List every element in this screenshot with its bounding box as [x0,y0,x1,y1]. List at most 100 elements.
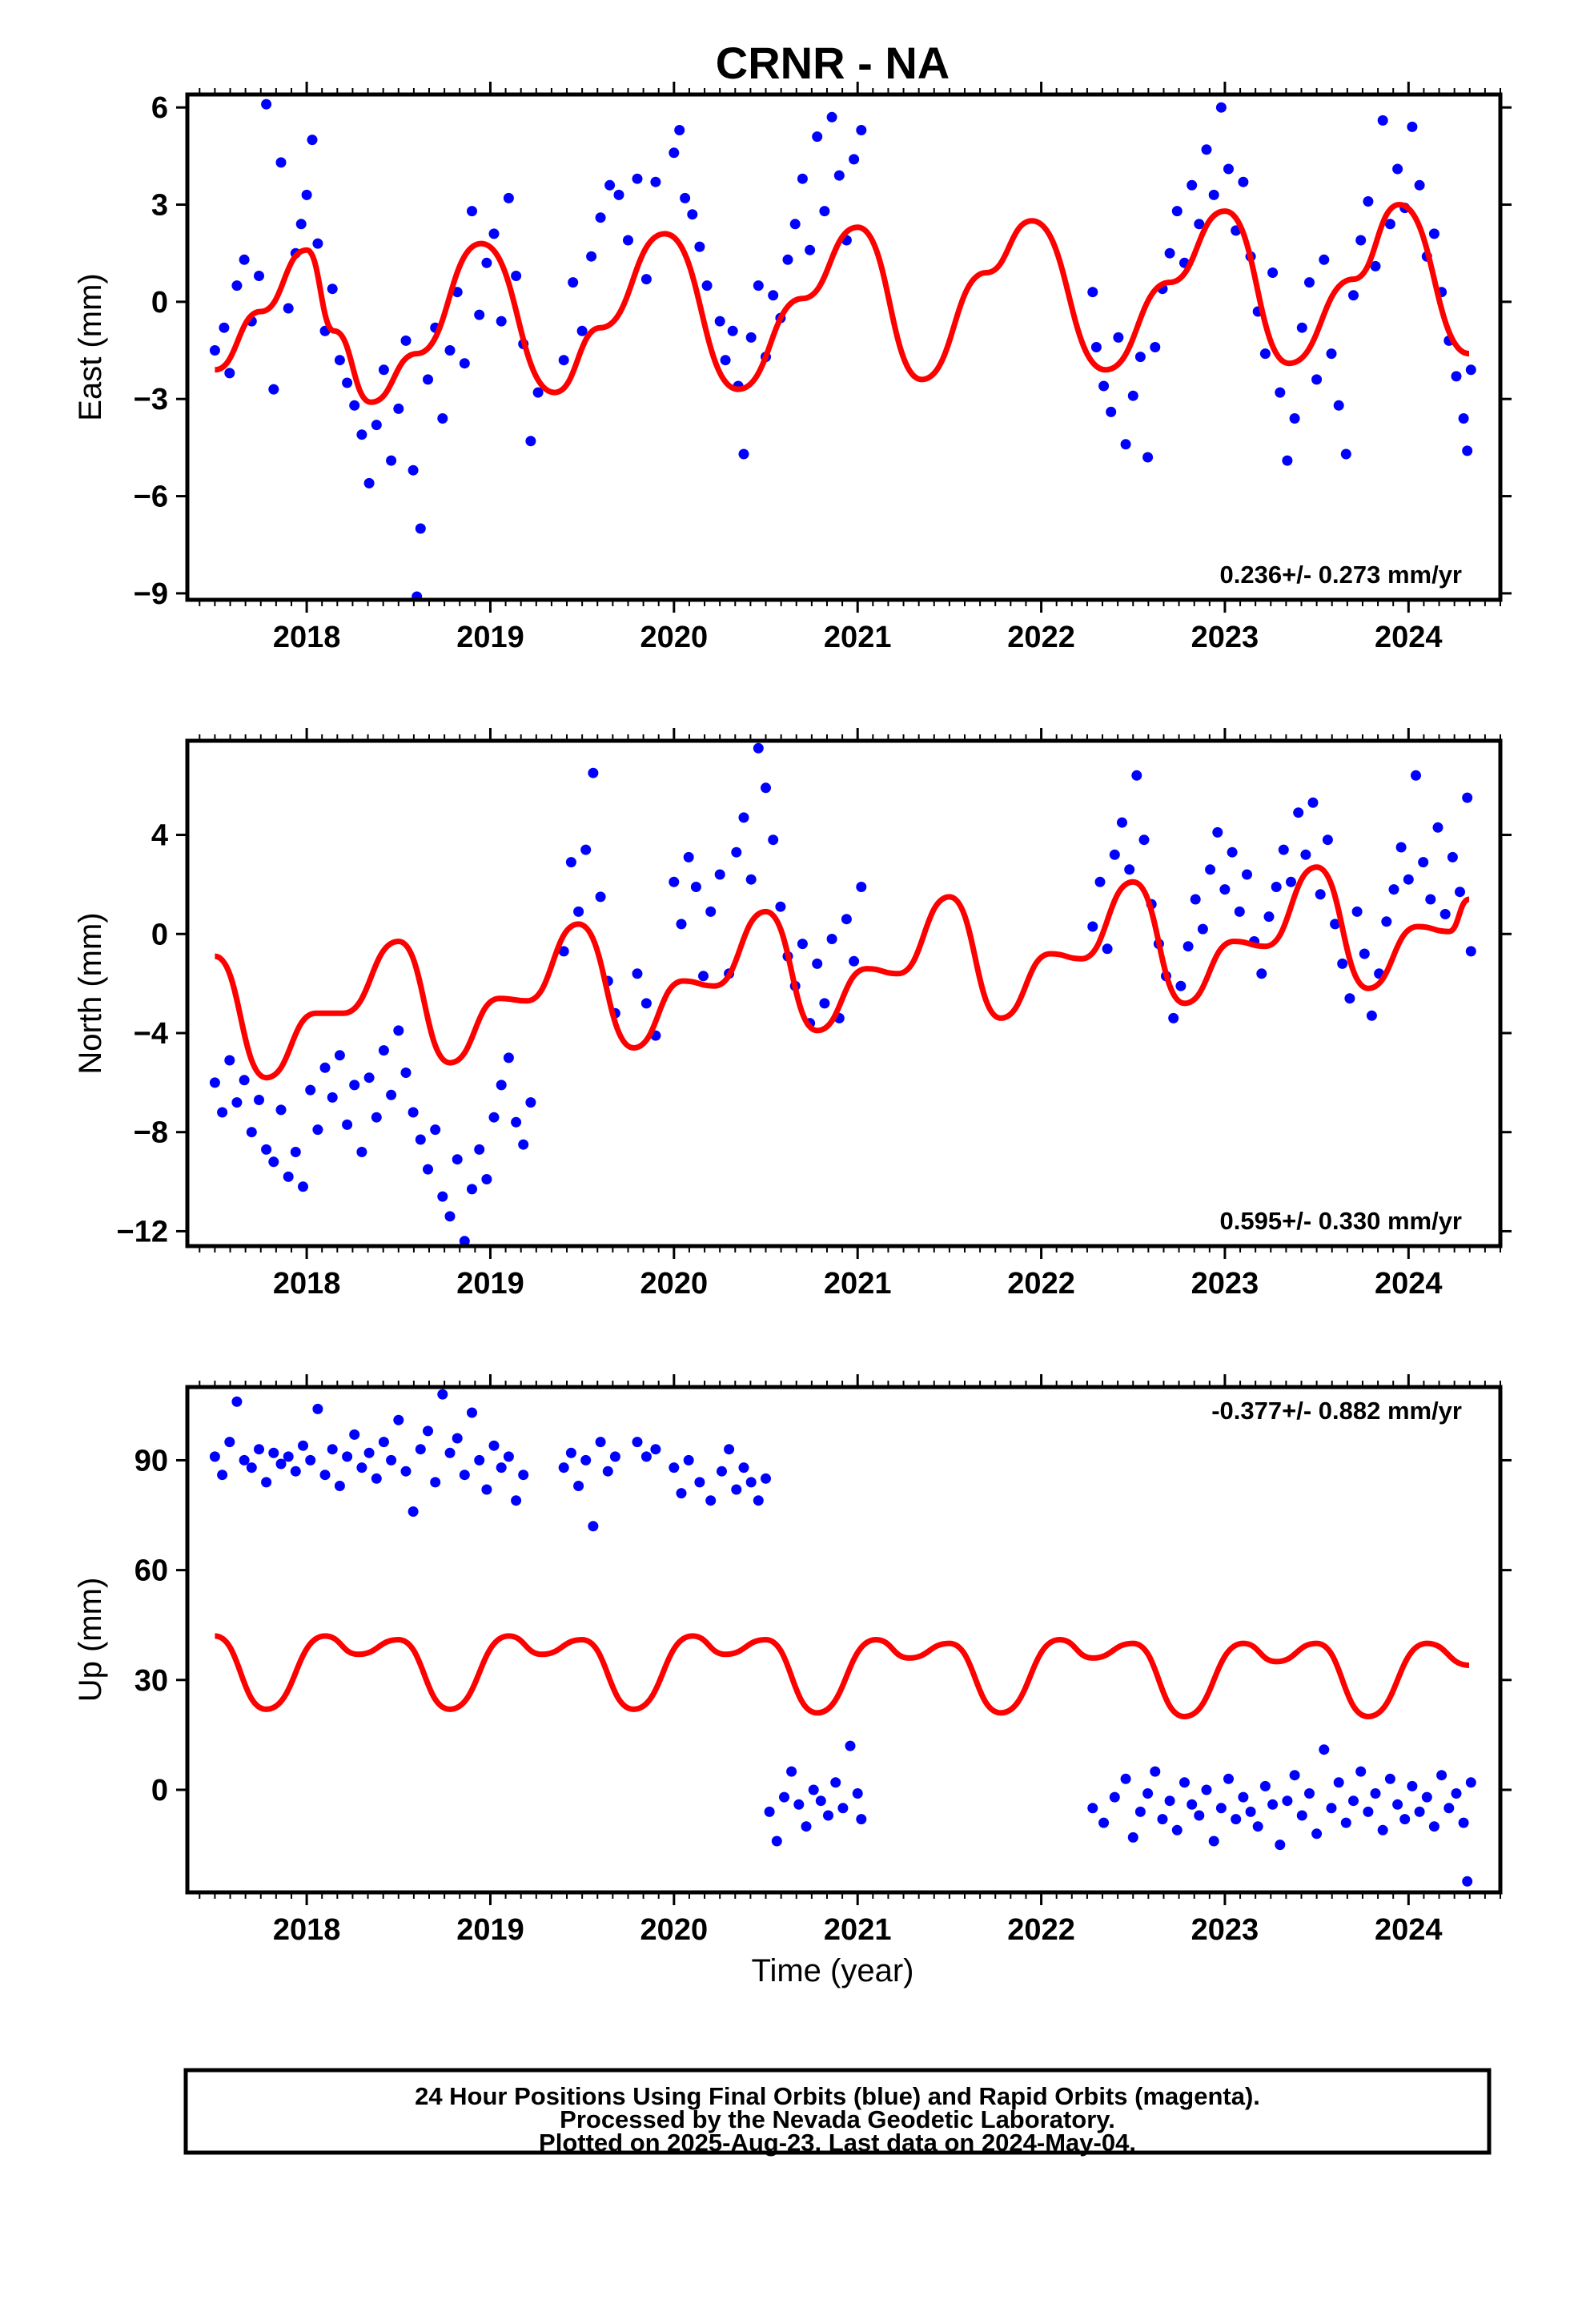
east-data-point [1087,287,1098,298]
up-data-point [588,1521,599,1532]
east-data-point [231,280,243,292]
up-data-point [415,1444,426,1455]
up-data-point [254,1444,264,1455]
east-y-tick-label: 3 [151,189,168,223]
up-data-point [246,1462,257,1474]
east-data-point [1113,332,1124,343]
north-data-points [209,742,1476,1246]
east-data-point [437,413,448,424]
up-data-point [1304,1788,1315,1799]
north-data-point [768,834,779,846]
up-data-point [1421,1791,1432,1803]
east-data-point [386,455,397,466]
east-data-point [363,477,375,489]
north-data-point [1131,770,1142,781]
east-data-point [1186,179,1198,191]
north-data-point [1395,842,1407,853]
north-data-point [676,919,687,930]
north-data-point [327,1092,338,1103]
east-data-point [412,591,423,600]
east-data-point [334,355,345,366]
north-data-point [1117,817,1127,828]
up-data-point [669,1462,680,1474]
north-data-point [1307,797,1319,808]
north-data-point [1102,943,1113,955]
up-data-point [1179,1777,1190,1788]
up-data-point [1109,1791,1120,1803]
north-data-point [488,1112,500,1123]
up-x-tick-label: 2024 [1375,1913,1443,1947]
up-data-point [1462,1876,1473,1887]
up-data-point [488,1440,500,1451]
north-data-point [209,1077,220,1088]
up-data-point [444,1447,456,1458]
east-data-point [1208,189,1219,200]
east-data-point [849,154,860,165]
north-data-point [669,876,680,887]
north-data-point [849,955,860,967]
east-x-tick-label: 2019 [456,621,524,654]
north-data-point [371,1112,382,1123]
north-data-point [812,958,823,969]
up-data-point [1087,1803,1098,1814]
north-data-point [408,1107,419,1118]
east-data-point [812,131,823,143]
east-data-point [1458,413,1469,424]
east-data-point [768,290,779,301]
up-data-point [1407,1780,1418,1791]
east-data-point [1296,322,1307,333]
east-data-point [261,99,272,110]
up-data-point [378,1437,389,1448]
north-data-point [525,1097,536,1108]
north-y-tick-label: −8 [134,1116,168,1150]
east-data-point [650,176,661,187]
up-data-point [481,1484,492,1495]
up-data-point [1134,1806,1146,1817]
north-data-point [467,1184,477,1195]
up-data-point [1171,1824,1182,1835]
east-data-point [1363,196,1374,207]
north-data-point [745,874,757,885]
east-data-point [224,368,235,379]
north-data-point [503,1052,514,1063]
up-data-point [731,1484,742,1495]
east-data-point [797,173,808,184]
up-data-point [717,1466,727,1477]
up-data-point [779,1791,789,1803]
east-data-point [467,206,477,217]
up-data-point [801,1821,812,1832]
north-data-point [1462,792,1473,803]
up-data-point [823,1810,833,1821]
north-data-point [1094,876,1106,887]
up-data-point [1296,1810,1307,1821]
north-data-point [268,1156,279,1168]
north-data-point [565,857,576,868]
north-data-point [298,1181,308,1192]
east-y-tick-label: −3 [134,383,168,416]
up-data-point [1458,1817,1469,1828]
north-data-point [334,1050,345,1061]
up-data-point [852,1788,863,1799]
east-data-point [1127,390,1138,401]
up-data-point [503,1451,514,1462]
up-data-point [275,1458,287,1470]
up-data-points [209,1389,1476,1887]
east-data-point [301,189,312,200]
east-data-point [826,111,837,123]
east-x-tick-label: 2022 [1007,621,1075,654]
east-x-tick-label: 2020 [640,621,709,654]
up-data-point [1348,1795,1359,1807]
up-data-point [268,1447,279,1458]
footer-line-3: Plotted on 2025-Aug-23. Last data on 202… [539,2129,1136,2157]
north-data-point [1330,919,1341,930]
up-data-point [298,1440,308,1451]
north-data-point [1242,869,1252,880]
up-data-point [595,1437,606,1448]
up-x-tick-label: 2018 [273,1913,341,1947]
up-data-point [1259,1780,1271,1791]
north-data-point [1425,894,1436,905]
north-data-point [1366,1010,1377,1021]
up-data-point [609,1451,620,1462]
up-data-point [1252,1821,1263,1832]
up-data-point [437,1389,448,1400]
